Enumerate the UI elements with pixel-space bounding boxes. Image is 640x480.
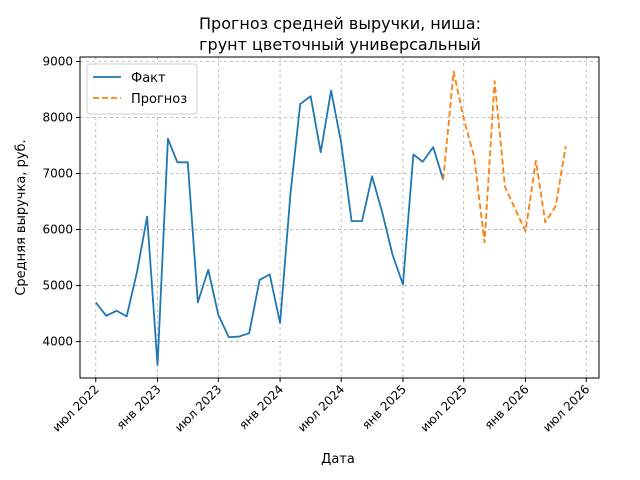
y-axis-ticks: 4000 5000 6000 7000 8000 9000 xyxy=(42,54,80,349)
legend-label-forecast: Прогноз xyxy=(131,92,187,107)
y-tick-label: 5000 xyxy=(42,279,73,293)
series-line-1 xyxy=(442,70,567,244)
chart-title-line1: Прогноз средней выручки, ниша: xyxy=(199,14,481,33)
legend-label-fact: Факт xyxy=(131,71,166,86)
legend: Факт Прогноз xyxy=(86,63,198,115)
y-tick-label: 6000 xyxy=(42,223,73,237)
x-axis-label: Дата xyxy=(321,452,355,467)
plot-frame xyxy=(79,56,600,379)
series-layer xyxy=(95,70,567,367)
y-axis-label: Средняя выручка, руб. xyxy=(14,139,29,295)
y-tick-label: 4000 xyxy=(42,335,73,349)
y-tick-label: 9000 xyxy=(42,54,73,68)
chart-title-line2: грунт цветочный универсальный xyxy=(199,35,481,54)
series-line-0 xyxy=(95,89,445,367)
y-tick-label: 8000 xyxy=(42,111,73,125)
y-tick-label: 7000 xyxy=(42,167,73,181)
